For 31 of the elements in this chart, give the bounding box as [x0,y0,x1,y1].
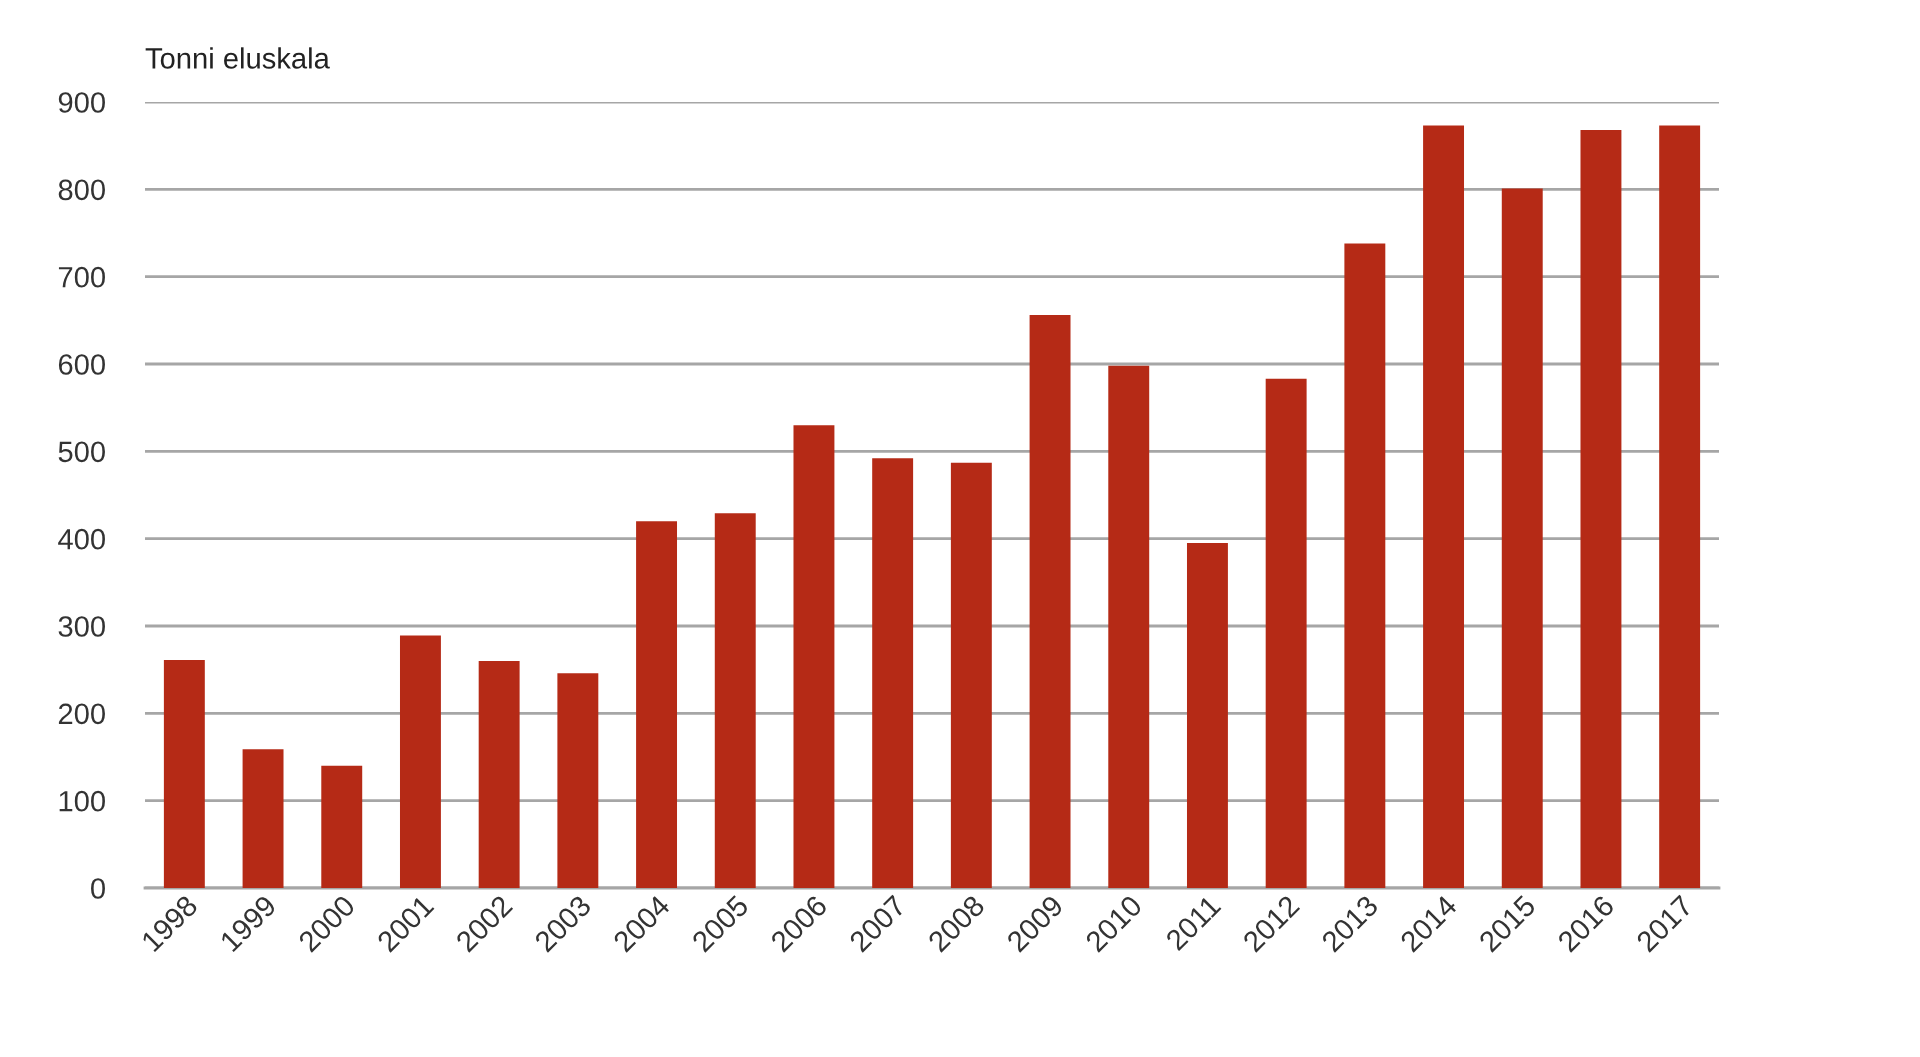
y-tick-label: 300 [58,616,105,637]
bar [557,673,599,888]
bar [793,425,835,888]
bar [1580,129,1622,888]
bar [478,660,520,888]
bar [950,462,992,888]
bar [399,635,441,888]
bar [872,458,914,888]
y-tick-label: 100 [59,790,105,812]
bar [1659,125,1701,888]
y-tick-label: 900 [58,92,105,113]
bar [1186,543,1228,888]
bar [1501,188,1543,888]
bar [1423,125,1465,888]
bar [636,521,678,888]
y-tick-label: 0 [91,878,105,899]
bar [1108,365,1150,888]
bar [1344,243,1386,888]
bar [1265,378,1307,888]
y-tick-label: 500 [58,441,105,463]
bar [321,765,363,888]
bar [242,749,284,888]
y-tick-label: 400 [58,528,105,550]
y-tick-label: 700 [58,266,105,288]
y-tick-label: 800 [58,179,105,201]
y-axis-title: Tonni eluskala [145,47,330,69]
bar [714,513,756,888]
y-tick-label: 200 [58,703,105,725]
bar [163,660,205,888]
y-tick-label: 600 [58,354,105,375]
bar [1029,315,1071,888]
